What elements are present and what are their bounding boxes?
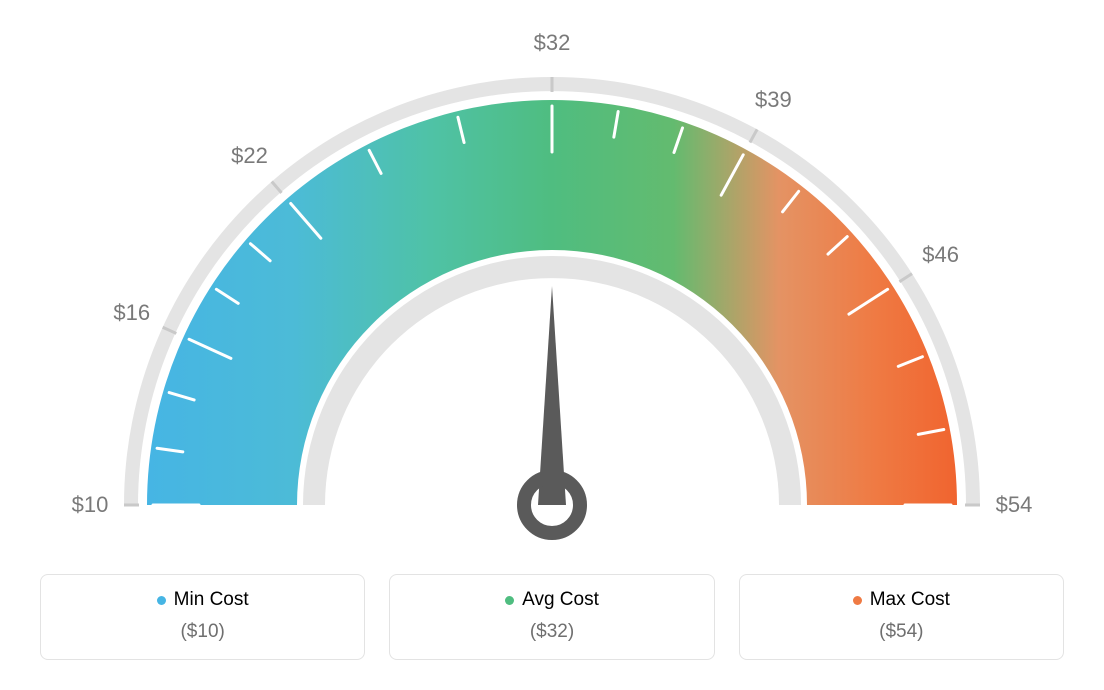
gauge-svg: [0, 0, 1104, 560]
legend-card-min: Min Cost ($10): [40, 574, 365, 660]
gauge-tick-label: $54: [996, 492, 1033, 518]
legend-value-max: ($54): [750, 621, 1053, 643]
gauge-tick-label: $46: [922, 242, 959, 268]
legend-title-min: Min Cost: [157, 589, 249, 611]
gauge-tick-label: $10: [72, 492, 109, 518]
legend-title-avg: Avg Cost: [505, 589, 599, 611]
legend-card-max: Max Cost ($54): [739, 574, 1064, 660]
legend-row: Min Cost ($10) Avg Cost ($32) Max Cost (…: [40, 574, 1064, 660]
legend-label-avg: Avg Cost: [522, 589, 599, 611]
legend-dot-max: [853, 596, 862, 605]
legend-value-min: ($10): [51, 621, 354, 643]
gauge-tick-label: $16: [113, 300, 150, 326]
legend-dot-avg: [505, 596, 514, 605]
legend-label-min: Min Cost: [174, 589, 249, 611]
legend-label-max: Max Cost: [870, 589, 950, 611]
gauge-tick-label: $39: [755, 87, 792, 113]
gauge-area: $10 $16 $22 $32 $39 $46 $54: [0, 0, 1104, 560]
legend-card-avg: Avg Cost ($32): [389, 574, 714, 660]
legend-value-avg: ($32): [400, 621, 703, 643]
gauge-tick-label: $32: [534, 30, 571, 56]
gauge-tick-label: $22: [231, 143, 268, 169]
legend-dot-min: [157, 596, 166, 605]
legend-title-max: Max Cost: [853, 589, 950, 611]
cost-gauge-chart: $10 $16 $22 $32 $39 $46 $54 Min Cost ($10) Avg…: [0, 0, 1104, 690]
